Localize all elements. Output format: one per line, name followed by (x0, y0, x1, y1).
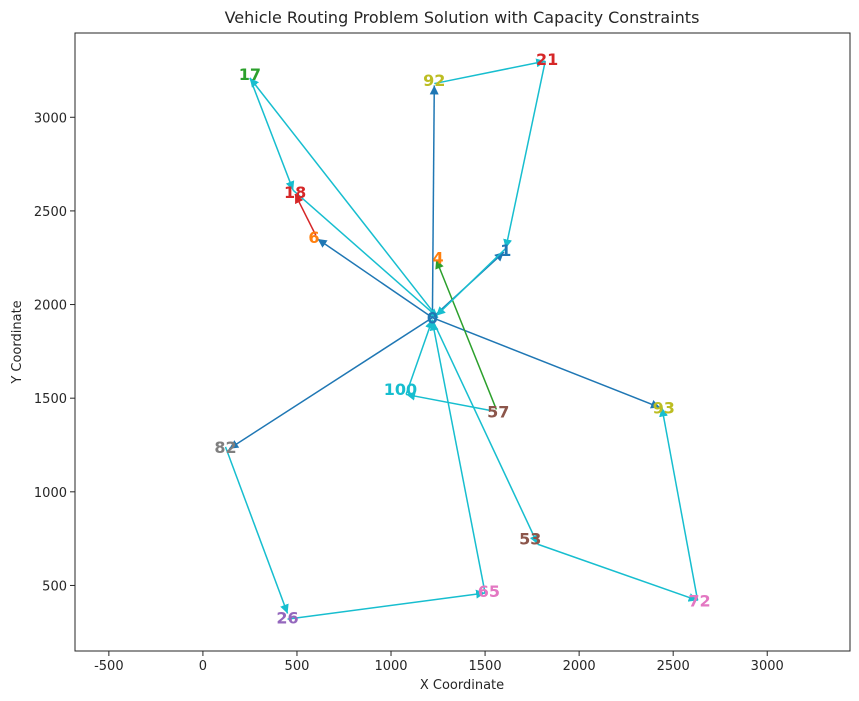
route-arrow (292, 189, 439, 319)
route-arrow (405, 319, 434, 395)
y-axis-ticks: 500 1000 1500 2000 2500 3000 (34, 111, 75, 594)
plot-frame (74, 32, 851, 652)
x-tick-label: 1500 (469, 659, 502, 674)
node-label: 17 (239, 65, 261, 84)
route-arrow (224, 446, 289, 614)
route-arrow (249, 77, 437, 317)
node-label: 82 (214, 438, 236, 457)
node-label: 93 (653, 399, 675, 418)
x-tick-label: 3000 (751, 659, 784, 674)
routes (224, 58, 699, 620)
node-label: 26 (276, 608, 298, 627)
x-tick-label: 0 (199, 659, 207, 674)
x-tick-label: -500 (94, 659, 124, 674)
route-arrow (659, 407, 699, 601)
route-arrow (228, 317, 433, 450)
route-arrow (537, 543, 698, 602)
route-arrow (429, 321, 486, 594)
route-arrow (435, 259, 498, 410)
y-axis-label: Y Coordinate (10, 300, 25, 384)
x-tick-label: 2500 (657, 659, 690, 674)
node-label: 21 (536, 50, 558, 69)
node-label: 6 (308, 228, 319, 247)
node-label: 53 (519, 530, 541, 549)
chart-title: Vehicle Routing Problem Solution with Ca… (225, 8, 700, 27)
route-arrow (249, 77, 295, 191)
route-arrow (434, 58, 546, 85)
node-label: 57 (487, 402, 509, 421)
node-label: 1 (500, 241, 511, 260)
node-label: 18 (284, 183, 306, 202)
route-arrow (435, 247, 507, 317)
y-tick-label: 500 (42, 579, 67, 594)
x-tick-label: 500 (285, 659, 310, 674)
route-arrow (431, 319, 539, 545)
x-axis-ticks: -500 0 500 1000 1500 2000 2500 3000 (94, 651, 784, 674)
route-arrow (287, 589, 486, 620)
x-axis-label: X Coordinate (420, 678, 504, 693)
node-label: 65 (478, 582, 500, 601)
y-tick-label: 1500 (34, 392, 67, 407)
node-labels: 0 1 4 6 17 18 21 26 53 57 65 72 82 92 93 100 (214, 50, 710, 627)
route-arrow (294, 193, 317, 236)
node-label: 92 (423, 71, 445, 90)
plot-area: 0 1 4 6 17 18 21 26 53 57 65 72 82 92 93 100 (74, 32, 851, 652)
x-tick-label: 1000 (374, 659, 407, 674)
y-tick-label: 3000 (34, 111, 67, 126)
x-tick-label: 2000 (563, 659, 596, 674)
y-tick-label: 2500 (34, 205, 67, 220)
route-arrow (317, 238, 433, 319)
route-arrow (405, 391, 495, 413)
y-tick-label: 1000 (34, 486, 67, 501)
route-arrow (432, 316, 661, 409)
node-label: 72 (688, 591, 710, 610)
route-arrow (429, 85, 439, 318)
node-label: 0 (427, 309, 438, 328)
route-arrow (503, 60, 547, 249)
node-label: 4 (432, 249, 443, 268)
y-tick-label: 2000 (34, 299, 67, 314)
node-label: 100 (384, 380, 417, 399)
